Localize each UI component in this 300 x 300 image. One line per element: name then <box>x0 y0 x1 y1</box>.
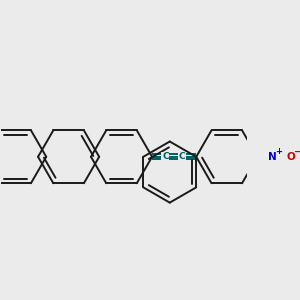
Text: −: − <box>294 147 300 157</box>
Text: C: C <box>162 152 169 161</box>
Text: N: N <box>268 152 277 162</box>
Text: O: O <box>287 152 296 162</box>
Text: C: C <box>179 152 185 161</box>
Text: +: + <box>275 147 283 156</box>
